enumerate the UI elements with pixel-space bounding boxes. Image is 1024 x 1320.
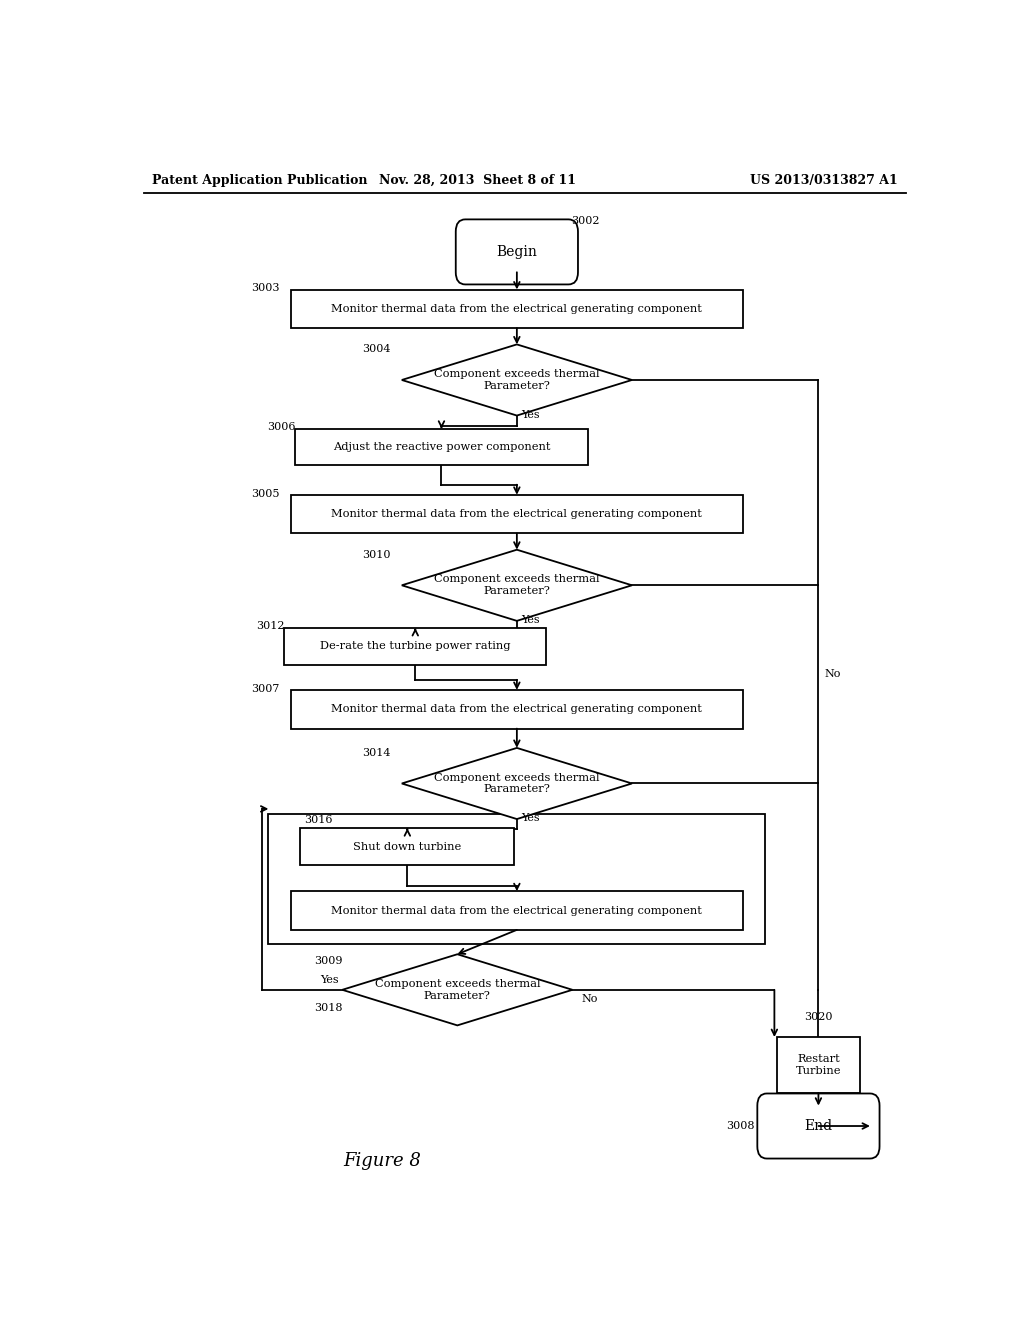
FancyBboxPatch shape: [291, 289, 743, 329]
Text: 3006: 3006: [267, 421, 295, 432]
Text: Monitor thermal data from the electrical generating component: Monitor thermal data from the electrical…: [332, 304, 702, 314]
Text: Yes: Yes: [319, 974, 338, 985]
FancyBboxPatch shape: [291, 690, 743, 729]
Text: Yes: Yes: [521, 615, 540, 624]
Text: Component exceeds thermal
Parameter?: Component exceeds thermal Parameter?: [434, 772, 600, 795]
FancyBboxPatch shape: [285, 628, 546, 664]
Text: Component exceeds thermal
Parameter?: Component exceeds thermal Parameter?: [434, 574, 600, 597]
FancyBboxPatch shape: [291, 495, 743, 533]
FancyBboxPatch shape: [291, 891, 743, 929]
Text: 3008: 3008: [726, 1121, 755, 1131]
Text: Begin: Begin: [497, 246, 538, 259]
Text: Figure 8: Figure 8: [343, 1151, 421, 1170]
FancyBboxPatch shape: [758, 1093, 880, 1159]
Polygon shape: [401, 345, 632, 416]
Polygon shape: [401, 549, 632, 620]
Text: Monitor thermal data from the electrical generating component: Monitor thermal data from the electrical…: [332, 510, 702, 519]
FancyBboxPatch shape: [456, 219, 578, 284]
Text: Nov. 28, 2013  Sheet 8 of 11: Nov. 28, 2013 Sheet 8 of 11: [379, 174, 575, 187]
FancyBboxPatch shape: [295, 429, 588, 466]
Text: 3002: 3002: [570, 216, 599, 227]
Text: 3003: 3003: [251, 284, 280, 293]
Text: 3012: 3012: [257, 620, 285, 631]
Text: Shut down turbine: Shut down turbine: [353, 842, 462, 851]
Text: Monitor thermal data from the electrical generating component: Monitor thermal data from the electrical…: [332, 705, 702, 714]
Text: No: No: [582, 994, 598, 1005]
Text: De-rate the turbine power rating: De-rate the turbine power rating: [321, 642, 511, 651]
Polygon shape: [401, 748, 632, 818]
Text: Yes: Yes: [521, 813, 540, 824]
Text: End: End: [805, 1119, 833, 1133]
Text: 3016: 3016: [304, 814, 333, 825]
Text: US 2013/0313827 A1: US 2013/0313827 A1: [750, 174, 898, 187]
Text: No: No: [824, 669, 841, 680]
Text: 3004: 3004: [362, 345, 390, 355]
Text: 3005: 3005: [251, 488, 280, 499]
FancyBboxPatch shape: [777, 1038, 860, 1093]
Text: Adjust the reactive power component: Adjust the reactive power component: [333, 442, 550, 451]
Text: Monitor thermal data from the electrical generating component: Monitor thermal data from the electrical…: [332, 906, 702, 916]
Text: 3010: 3010: [362, 550, 390, 560]
Text: Component exceeds thermal
Parameter?: Component exceeds thermal Parameter?: [375, 979, 540, 1001]
Text: 3007: 3007: [251, 684, 280, 694]
Text: Patent Application Publication: Patent Application Publication: [152, 174, 368, 187]
Polygon shape: [342, 954, 572, 1026]
Text: 3020: 3020: [804, 1011, 833, 1022]
Text: Restart
Turbine: Restart Turbine: [796, 1055, 841, 1076]
Text: Component exceeds thermal
Parameter?: Component exceeds thermal Parameter?: [434, 370, 600, 391]
Text: 3009: 3009: [314, 957, 343, 966]
Text: 3018: 3018: [314, 1003, 343, 1014]
Text: Yes: Yes: [521, 409, 540, 420]
Text: 3014: 3014: [362, 748, 390, 758]
FancyBboxPatch shape: [300, 828, 514, 865]
